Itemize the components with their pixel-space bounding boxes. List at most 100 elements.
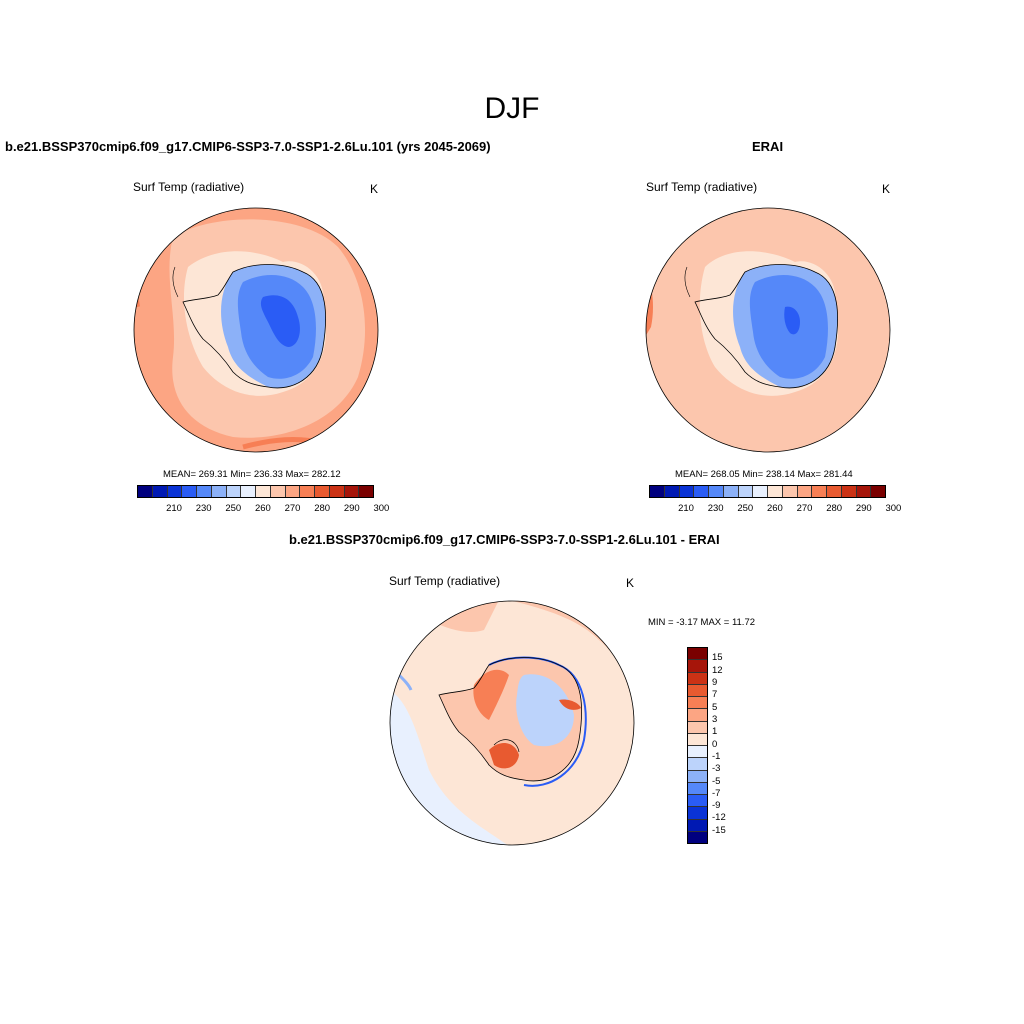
colorbar-swatch <box>688 807 707 820</box>
colorbar-swatch <box>688 782 707 795</box>
colorbar-swatch <box>152 486 168 497</box>
colorbar-tick-label: 210 <box>678 503 694 514</box>
colorbar-swatch <box>688 770 707 783</box>
colorbar-tick-label: 3 <box>712 713 718 725</box>
colorbar-swatch <box>768 486 783 497</box>
panel-3-units-label: K <box>626 576 635 590</box>
colorbar-swatch <box>256 486 271 497</box>
colorbar-tick-label: -15 <box>712 824 726 836</box>
colorbar-swatch <box>841 486 857 497</box>
panel-3-title: b.e21.BSSP370cmip6.f09_g17.CMIP6-SSP3-7.… <box>289 532 720 547</box>
colorbar-swatch <box>679 486 695 497</box>
colorbar-swatch <box>688 819 707 832</box>
colorbar-swatch <box>856 486 872 497</box>
colorbar-swatch <box>797 486 813 497</box>
colorbar-swatch <box>300 486 315 497</box>
panel-1-variable-label: Surf Temp (radiative) <box>133 180 245 194</box>
colorbar-tick-label: 7 <box>712 689 718 701</box>
panel-1-colorbar-ticks: 210 230 250 260 270 280 290 300 <box>137 503 389 515</box>
colorbar-swatch <box>344 486 360 497</box>
colorbar-swatch <box>182 486 197 497</box>
colorbar-swatch <box>871 486 885 497</box>
colorbar-tick-label: -5 <box>712 775 721 787</box>
colorbar-tick-label: 290 <box>855 503 872 514</box>
panel-3-colorbar-ticks: 15 12 9 7 5 3 1 0 -1 -3 -5 -7 -9 -12 -15 <box>712 647 742 844</box>
panel-1-map <box>133 207 379 453</box>
colorbar-swatch <box>270 486 286 497</box>
colorbar-swatch <box>688 721 707 734</box>
panel-1-stats: MEAN= 269.31 Min= 236.33 Max= 282.12 <box>163 469 341 480</box>
colorbar-swatch <box>664 486 680 497</box>
panel-2-units-label: K <box>882 182 891 196</box>
colorbar-swatch <box>315 486 330 497</box>
colorbar-tick-label: 300 <box>885 503 902 514</box>
colorbar-swatch <box>688 746 707 759</box>
colorbar-swatch <box>167 486 183 497</box>
colorbar-tick-label: 15 <box>712 652 723 664</box>
colorbar-swatch <box>688 733 707 746</box>
colorbar-swatch <box>138 486 153 497</box>
colorbar-tick-label: 1 <box>712 726 718 738</box>
figure-title: DJF <box>484 92 540 125</box>
colorbar-swatch <box>688 795 707 808</box>
colorbar-tick-label: -3 <box>712 763 721 775</box>
panel-3-stats: MIN = -3.17 MAX = 11.72 <box>648 617 756 628</box>
colorbar-swatch <box>211 486 227 497</box>
colorbar-tick-label: -7 <box>712 787 721 799</box>
colorbar-tick-label: 230 <box>195 503 212 514</box>
panel-3-variable-label: Surf Temp (radiative) <box>389 574 501 588</box>
colorbar-tick-label: 0 <box>712 738 718 750</box>
colorbar-swatch <box>226 486 242 497</box>
panel-3-colorbar <box>687 647 708 844</box>
panel-2-title: ERAI <box>752 139 784 154</box>
colorbar-tick-label: 260 <box>766 503 783 514</box>
panel-1-title: b.e21.BSSP370cmip6.f09_g17.CMIP6-SSP3-7.… <box>5 139 491 154</box>
colorbar-swatch <box>688 684 707 697</box>
colorbar-tick-label: 230 <box>707 503 724 514</box>
colorbar-swatch <box>738 486 754 497</box>
panel-2-map <box>645 207 891 453</box>
colorbar-swatch <box>753 486 768 497</box>
colorbar-tick-label: 290 <box>343 503 360 514</box>
colorbar-tick-label: -1 <box>712 750 721 762</box>
colorbar-swatch <box>827 486 842 497</box>
colorbar-swatch <box>812 486 827 497</box>
panel-2-colorbar-ticks: 210 230 250 260 270 280 290 300 <box>649 503 901 515</box>
colorbar-swatch <box>688 660 707 673</box>
panel-1-units-label: K <box>370 182 379 196</box>
colorbar-swatch <box>241 486 256 497</box>
colorbar-tick-label: 12 <box>712 664 723 676</box>
colorbar-swatch <box>359 486 373 497</box>
colorbar-tick-label: -12 <box>712 812 726 824</box>
panel-1-colorbar <box>137 485 374 498</box>
colorbar-swatch <box>197 486 212 497</box>
colorbar-swatch <box>709 486 724 497</box>
colorbar-tick-label: 5 <box>712 701 718 713</box>
colorbar-swatch <box>688 672 707 685</box>
colorbar-tick-label: 270 <box>284 503 301 514</box>
colorbar-swatch <box>688 758 707 771</box>
colorbar-tick-label: 280 <box>314 503 331 514</box>
colorbar-swatch <box>688 697 707 710</box>
colorbar-swatch <box>688 831 707 843</box>
colorbar-tick-label: 270 <box>796 503 813 514</box>
colorbar-swatch <box>688 648 707 661</box>
colorbar-tick-label: 210 <box>166 503 182 514</box>
colorbar-tick-label: 250 <box>225 503 242 514</box>
colorbar-tick-label: 250 <box>737 503 754 514</box>
colorbar-tick-label: 9 <box>712 677 718 689</box>
colorbar-swatch <box>688 709 707 722</box>
colorbar-swatch <box>782 486 798 497</box>
colorbar-tick-label: 300 <box>373 503 390 514</box>
colorbar-swatch <box>650 486 665 497</box>
colorbar-swatch <box>285 486 301 497</box>
colorbar-tick-label: 280 <box>826 503 843 514</box>
colorbar-swatch <box>723 486 739 497</box>
colorbar-tick-label: 260 <box>254 503 271 514</box>
colorbar-swatch <box>694 486 709 497</box>
panel-2-colorbar <box>649 485 886 498</box>
colorbar-tick-label: -9 <box>712 800 721 812</box>
panel-2-variable-label: Surf Temp (radiative) <box>646 180 758 194</box>
colorbar-swatch <box>329 486 345 497</box>
panel-2-stats: MEAN= 268.05 Min= 238.14 Max= 281.44 <box>675 469 853 480</box>
